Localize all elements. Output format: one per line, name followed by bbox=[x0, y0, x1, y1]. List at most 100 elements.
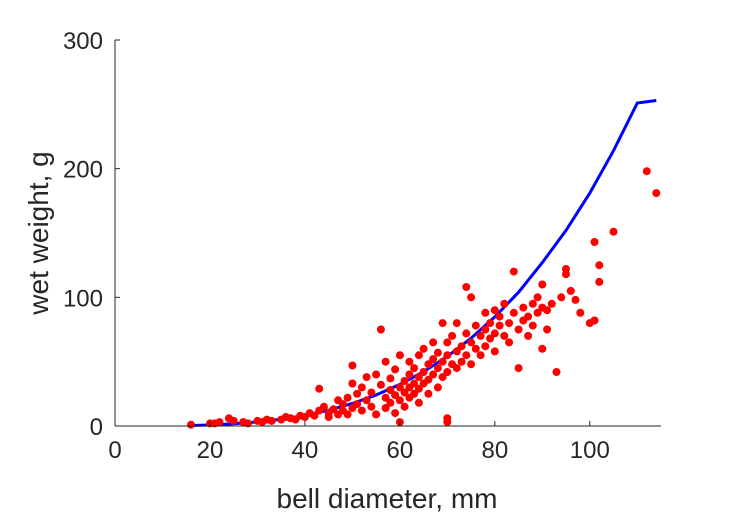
x-tick-label: 0 bbox=[108, 437, 121, 464]
data-point bbox=[429, 370, 438, 379]
data-point bbox=[343, 410, 352, 419]
data-point bbox=[357, 383, 366, 392]
data-point bbox=[471, 344, 480, 353]
data-point bbox=[229, 416, 238, 425]
data-point bbox=[476, 351, 485, 360]
data-point bbox=[452, 347, 461, 356]
data-point bbox=[414, 373, 423, 382]
data-point bbox=[566, 286, 575, 295]
data-point bbox=[652, 189, 661, 198]
data-point bbox=[467, 293, 476, 302]
data-point bbox=[495, 321, 504, 330]
data-point bbox=[424, 389, 433, 398]
data-point bbox=[443, 351, 452, 360]
data-point bbox=[343, 393, 352, 402]
data-point bbox=[419, 368, 428, 376]
data-point bbox=[519, 303, 528, 312]
data-point bbox=[438, 319, 447, 328]
data-point bbox=[410, 379, 419, 388]
data-point bbox=[571, 295, 580, 304]
data-point bbox=[452, 319, 461, 328]
data-point bbox=[462, 283, 471, 291]
data-point bbox=[500, 331, 509, 340]
data-point bbox=[543, 306, 552, 315]
data-point bbox=[595, 261, 604, 270]
plot-area bbox=[187, 99, 661, 429]
data-point bbox=[348, 361, 357, 370]
data-point bbox=[452, 364, 461, 373]
data-point bbox=[642, 167, 651, 176]
data-point bbox=[595, 277, 604, 286]
data-point bbox=[486, 334, 495, 343]
data-point bbox=[590, 316, 599, 325]
data-point bbox=[395, 351, 404, 360]
data-point bbox=[433, 383, 442, 392]
data-point bbox=[448, 331, 457, 340]
data-point bbox=[405, 357, 414, 366]
axes: 0 20 40 60 80 100 0 100 200 300 bbox=[63, 28, 661, 464]
data-point bbox=[490, 306, 499, 315]
data-point bbox=[400, 402, 409, 411]
data-point bbox=[367, 402, 376, 411]
data-point bbox=[410, 364, 419, 373]
data-point bbox=[590, 238, 599, 246]
data-point bbox=[505, 338, 514, 347]
data-point bbox=[500, 299, 509, 308]
data-point bbox=[609, 227, 618, 236]
x-tick-label: 100 bbox=[570, 437, 610, 464]
data-point bbox=[419, 344, 428, 353]
data-point bbox=[538, 280, 547, 289]
x-tick-label: 20 bbox=[197, 437, 224, 464]
data-point bbox=[543, 325, 552, 334]
data-point bbox=[329, 405, 338, 414]
x-tick-label: 80 bbox=[481, 437, 508, 464]
data-point bbox=[552, 368, 561, 376]
data-point bbox=[215, 418, 224, 427]
data-point bbox=[381, 393, 390, 402]
data-point bbox=[524, 331, 533, 340]
data-point bbox=[514, 325, 523, 334]
data-point bbox=[486, 319, 495, 328]
data-point bbox=[424, 375, 433, 384]
data-point bbox=[405, 370, 414, 379]
x-tick-label: 40 bbox=[292, 437, 319, 464]
data-point bbox=[462, 329, 471, 338]
data-point bbox=[372, 410, 381, 419]
y-axis-label: wet weight, g bbox=[23, 151, 54, 315]
data-point bbox=[391, 391, 400, 400]
data-point bbox=[528, 321, 537, 330]
data-point bbox=[538, 344, 547, 353]
data-point bbox=[471, 321, 480, 330]
data-point bbox=[495, 312, 504, 321]
data-point bbox=[433, 364, 442, 373]
data-point bbox=[433, 348, 442, 357]
data-point bbox=[414, 384, 423, 393]
data-point bbox=[481, 342, 490, 351]
data-point bbox=[367, 388, 376, 397]
data-point bbox=[490, 347, 499, 356]
data-point bbox=[362, 396, 371, 405]
y-tick-label: 300 bbox=[63, 28, 103, 55]
data-point bbox=[481, 325, 490, 334]
data-point bbox=[187, 420, 195, 429]
data-point bbox=[429, 338, 438, 347]
data-point bbox=[267, 416, 276, 425]
data-point bbox=[467, 360, 476, 369]
data-point bbox=[376, 380, 385, 389]
data-point bbox=[386, 374, 395, 383]
data-point bbox=[386, 386, 395, 394]
data-point bbox=[443, 368, 452, 376]
data-point bbox=[476, 331, 485, 340]
data-point bbox=[338, 400, 347, 409]
data-point bbox=[429, 355, 438, 364]
data-point bbox=[467, 338, 476, 347]
data-point bbox=[457, 342, 466, 351]
data-point bbox=[319, 402, 328, 411]
data-point bbox=[324, 413, 333, 421]
data-point bbox=[514, 364, 523, 373]
data-point bbox=[457, 357, 466, 366]
data-point bbox=[424, 360, 433, 369]
data-point bbox=[481, 308, 490, 317]
data-point bbox=[395, 383, 404, 392]
